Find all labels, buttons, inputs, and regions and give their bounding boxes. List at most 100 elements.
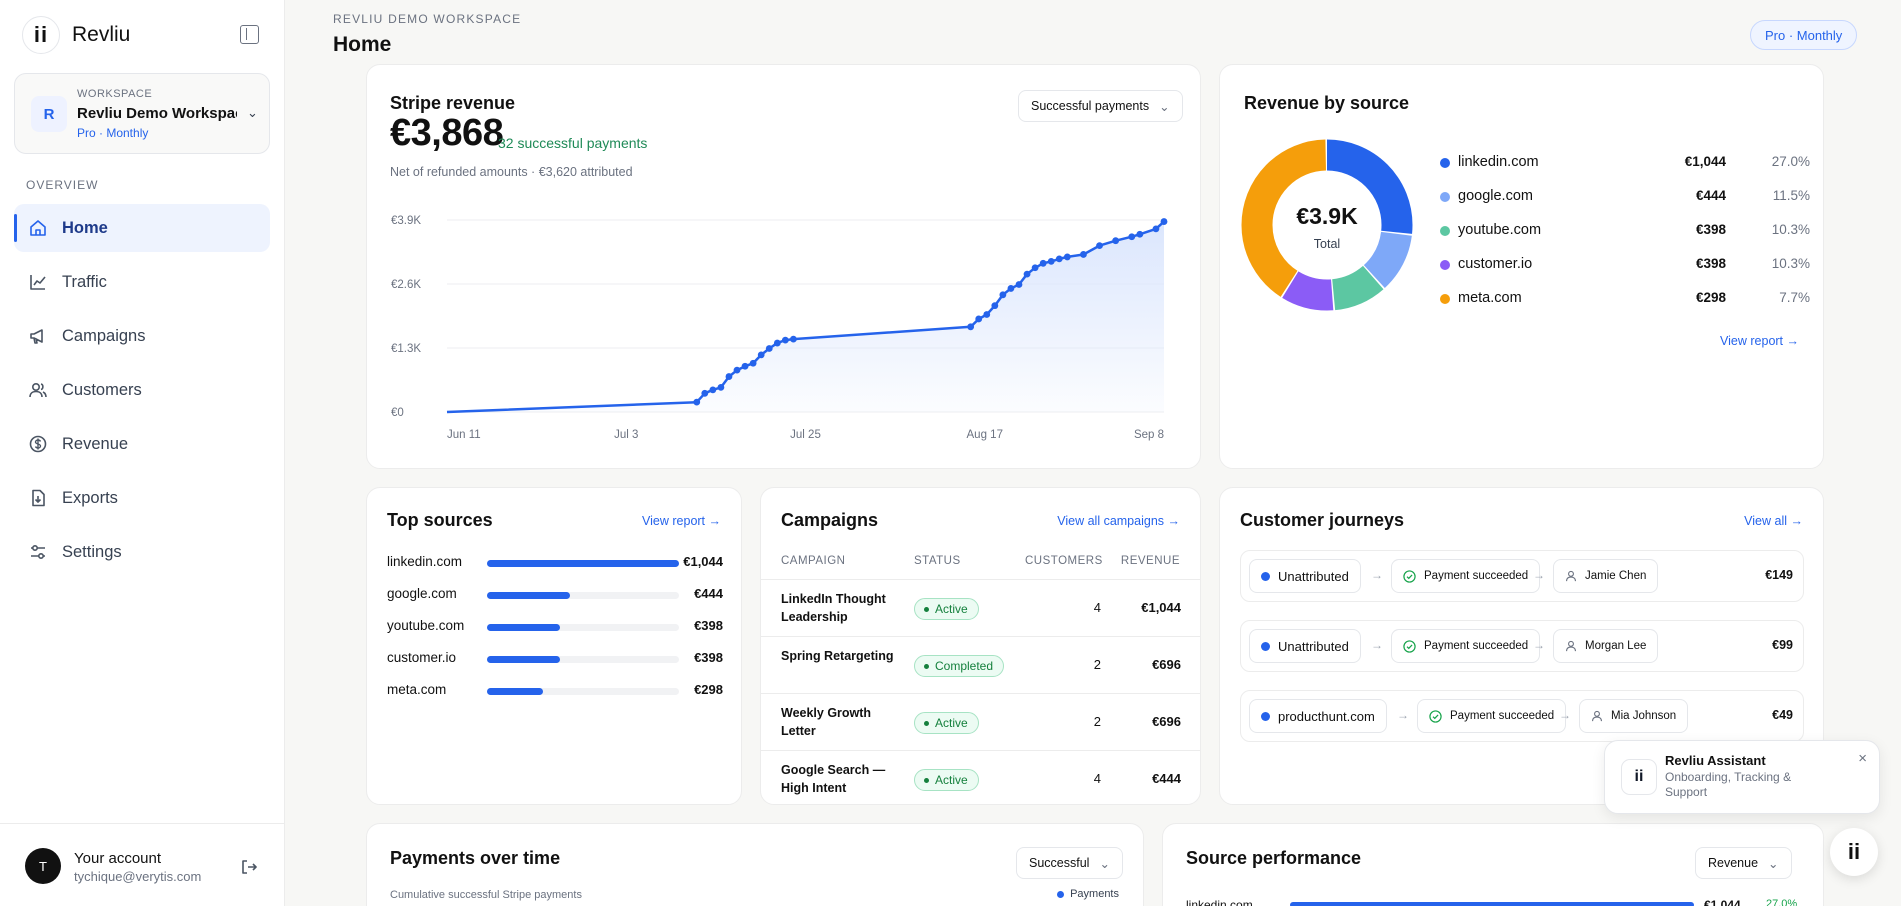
sidebar-item-revenue[interactable]: Revenue xyxy=(14,420,270,468)
data-point xyxy=(749,359,757,367)
data-point xyxy=(701,389,709,397)
campaign-name[interactable]: LinkedIn Thought Leadership xyxy=(781,592,886,624)
workspace-switcher[interactable]: R WORKSPACE Revliu Demo Workspace Pro · … xyxy=(14,73,270,154)
journey-customer-chip[interactable]: Jamie Chen xyxy=(1553,559,1659,593)
data-point xyxy=(1007,285,1015,292)
source-dot xyxy=(1261,571,1270,581)
legend-amount: €1,044 xyxy=(1684,154,1726,169)
data-point xyxy=(1055,255,1063,263)
journey-source: producthunt.com xyxy=(1278,708,1375,724)
sidebar-item-traffic[interactable]: Traffic xyxy=(14,258,270,306)
customer-journeys-card: Customer journeys View all → Unattribute… xyxy=(1219,487,1824,805)
campaign-name[interactable]: Google Search — High Intent xyxy=(781,763,886,795)
source-amount: €398 xyxy=(694,618,723,633)
journey-event-chip[interactable]: Payment succeeded xyxy=(1417,699,1567,733)
view-all-campaigns-link[interactable]: View all campaigns → xyxy=(1057,514,1180,528)
workspace-name: Revliu Demo Workspace xyxy=(77,105,237,122)
chevron-down-icon: ⌄ xyxy=(1159,99,1170,114)
revenue-by-source-card: Revenue by source €3.9K Total linkedin.c… xyxy=(1219,64,1824,469)
campaign-name[interactable]: Spring Retargeting xyxy=(781,649,894,663)
status-badge: Completed xyxy=(914,655,1005,677)
sidebar-item-label: Settings xyxy=(62,542,122,561)
journey-customer: Jamie Chen xyxy=(1585,570,1647,582)
dropdown-value: Revenue xyxy=(1708,856,1759,870)
dropdown-value: Successful payments xyxy=(1031,99,1150,113)
donut-center-label: Total xyxy=(1313,237,1341,251)
x-tick-label: Jul 25 xyxy=(790,429,821,441)
sidebar-item-label: Traffic xyxy=(62,272,107,291)
donut-center-value: €3.9K xyxy=(1296,203,1358,229)
journey-row[interactable]: Unattributed → Payment succeeded → Morgan Le… xyxy=(1240,620,1804,672)
table-row[interactable]: LinkedIn Thought Leadership Active 4 €1,044 xyxy=(761,579,1200,636)
assistant-subtitle: Onboarding, Tracking & Support xyxy=(1665,770,1792,799)
brand[interactable]: ii Revliu xyxy=(22,16,130,54)
legend-percent: 11.5% xyxy=(1772,188,1810,203)
status-badge: Active xyxy=(914,598,979,620)
journey-customer-chip[interactable]: Mia Johnson xyxy=(1579,699,1689,733)
workspace-label: WORKSPACE xyxy=(77,88,153,100)
journey-event-chip[interactable]: Payment succeeded xyxy=(1391,629,1541,663)
payments-filter-dropdown[interactable]: Successful payments ⌄ xyxy=(1018,90,1183,122)
journey-row[interactable]: Unattributed → Payment succeeded → Jamie Che… xyxy=(1240,550,1804,602)
x-tick-label: Sep 8 xyxy=(1134,429,1164,441)
list-item: youtube.com €398 xyxy=(387,617,723,637)
assistant-launcher-button[interactable]: ii xyxy=(1830,828,1878,876)
assistant-title: Revliu Assistant xyxy=(1665,753,1766,768)
source-metric-dropdown[interactable]: Revenue ⌄ xyxy=(1695,847,1792,879)
table-row[interactable]: Weekly Growth Letter Active 2 €696 xyxy=(761,693,1200,750)
x-tick-label: Jul 3 xyxy=(614,429,638,441)
home-icon xyxy=(30,220,46,236)
view-report-link[interactable]: View report → xyxy=(1720,334,1799,348)
sidebar-item-settings[interactable]: Settings xyxy=(14,528,270,576)
sidebar-item-home[interactable]: Home xyxy=(14,204,270,252)
bar-fill xyxy=(487,656,560,663)
sidebar-item-customers[interactable]: Customers xyxy=(14,366,270,414)
card-title: Top sources xyxy=(387,510,493,530)
close-icon[interactable]: × xyxy=(1858,750,1867,767)
source-name: youtube.com xyxy=(387,618,465,633)
sidebar-item-campaigns[interactable]: Campaigns xyxy=(14,312,270,360)
arrow-right-icon: → xyxy=(1371,568,1383,582)
account-menu[interactable]: T Your account tychique@verytis.com xyxy=(0,823,285,906)
legend-item: linkedin.com €1,044 27.0% xyxy=(1440,153,1810,173)
journey-source-chip[interactable]: producthunt.com xyxy=(1249,699,1387,733)
journey-row[interactable]: producthunt.com → Payment succeeded → Mia Jo… xyxy=(1240,690,1804,742)
table-row[interactable]: Google Search — High Intent Active 4 €444 xyxy=(761,750,1200,804)
view-all-link[interactable]: View all → xyxy=(1744,514,1803,528)
legend-amount: €398 xyxy=(1695,222,1726,237)
source-name: linkedin.com xyxy=(387,554,463,569)
megaphone-icon xyxy=(30,329,43,344)
sidebar-item-exports[interactable]: Exports xyxy=(14,474,270,522)
table-row[interactable]: Spring Retargeting Completed 2 €696 xyxy=(761,636,1200,693)
data-point xyxy=(741,362,749,370)
journey-source-chip[interactable]: Unattributed xyxy=(1249,629,1361,663)
journey-event-chip[interactable]: Payment succeeded xyxy=(1391,559,1541,593)
journey-customer-chip[interactable]: Morgan Lee xyxy=(1553,629,1659,663)
data-point xyxy=(790,335,797,343)
sidebar-collapse-icon[interactable] xyxy=(240,25,259,44)
legend-source: meta.com xyxy=(1458,290,1522,306)
journey-amount: €49 xyxy=(1772,708,1793,722)
user-icon xyxy=(1565,570,1577,582)
legend-item: meta.com €298 7.7% xyxy=(1440,289,1810,309)
workspace-plan: Pro · Monthly xyxy=(77,126,149,140)
journey-source-chip[interactable]: Unattributed xyxy=(1249,559,1361,593)
payments-status-dropdown[interactable]: Successful ⌄ xyxy=(1016,847,1123,879)
logout-icon[interactable] xyxy=(240,858,258,876)
chevron-down-icon: ⌄ xyxy=(1768,856,1779,871)
legend-percent: 7.7% xyxy=(1779,290,1810,305)
revenue-note: Net of refunded amounts · €3,620 attribu… xyxy=(390,165,633,179)
assistant-popup[interactable]: ii Revliu Assistant Onboarding, Tracking… xyxy=(1604,740,1880,814)
brand-logo: ii xyxy=(22,16,60,54)
users-icon xyxy=(29,382,47,398)
stripe-revenue-card: Stripe revenue Successful payments ⌄ €3,… xyxy=(366,64,1201,469)
status-badge: Active xyxy=(914,769,979,791)
campaign-name[interactable]: Weekly Growth Letter xyxy=(781,706,872,738)
data-point xyxy=(717,383,725,391)
legend-percent: 10.3% xyxy=(1771,222,1810,237)
data-point xyxy=(781,336,789,344)
plan-badge[interactable]: Pro · Monthly xyxy=(1750,20,1858,50)
source-percent: 27.0% xyxy=(1766,898,1798,906)
card-title: Payments over time xyxy=(390,848,561,868)
view-report-link[interactable]: View report → xyxy=(642,514,721,528)
